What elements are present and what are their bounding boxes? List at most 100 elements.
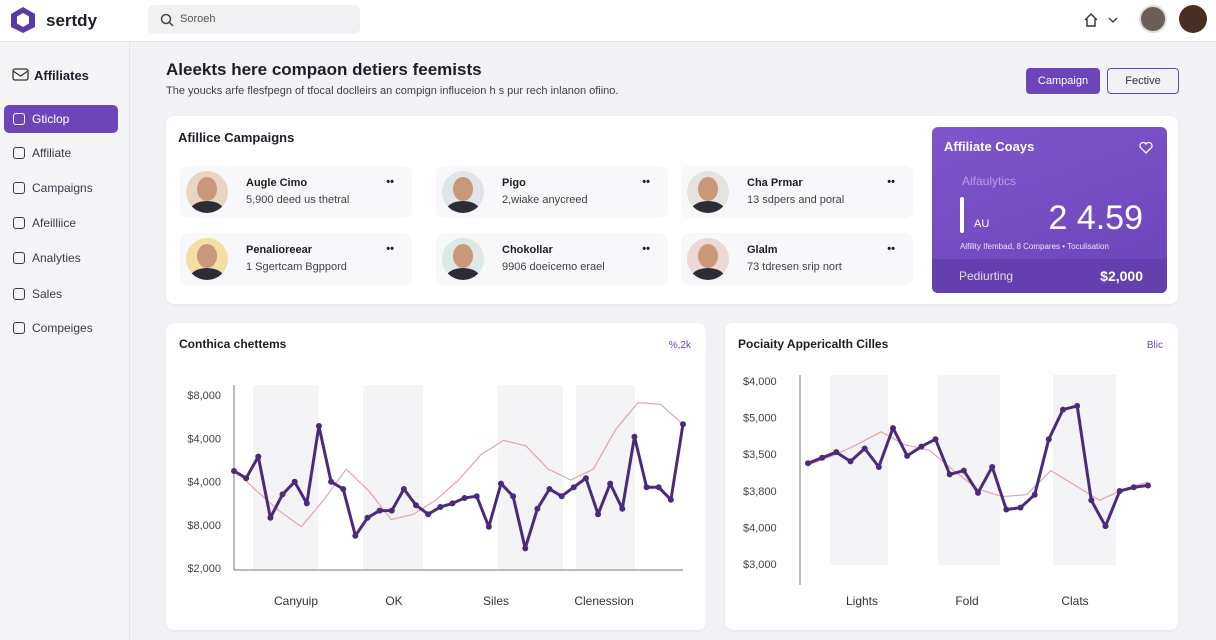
point — [819, 454, 826, 461]
campaign-description: 2,wiake anycreed — [502, 194, 588, 206]
menu-dots[interactable]: •• — [642, 243, 650, 255]
summary-card: Affiliate Coays Aifaulytics AU 2 4.59 Ai… — [932, 127, 1167, 293]
menu-dots[interactable]: •• — [642, 176, 650, 188]
avatar[interactable] — [1139, 5, 1167, 33]
point — [461, 495, 468, 501]
footer-value: $2,000 — [1100, 268, 1143, 284]
menu-dots[interactable]: •• — [386, 176, 394, 188]
x-label: Clenession — [574, 594, 633, 608]
campaign-item[interactable]: Augle Cimo 5,900 deed us thetral •• — [180, 166, 412, 218]
menu-dots[interactable]: •• — [386, 243, 394, 255]
avatar-face — [453, 244, 473, 268]
point — [975, 489, 981, 496]
point — [643, 484, 650, 491]
y-label: $4,000 — [187, 477, 221, 489]
campaign-item[interactable]: Cha Prmar 13 sdpers and poral •• — [681, 166, 913, 218]
search-box[interactable]: Soroeh — [148, 5, 360, 34]
campaign-name: Chokollar — [502, 244, 553, 256]
top-bar: sertdy Soroeh — [0, 0, 1216, 42]
nav-icon — [13, 147, 25, 159]
avatar-body — [691, 201, 725, 213]
avatar-body — [446, 268, 480, 280]
nav-item[interactable]: Campaigns — [4, 174, 118, 202]
y-label: $2,000 — [187, 563, 221, 575]
y-label: $4,000 — [743, 376, 777, 388]
point — [231, 468, 237, 474]
point — [1130, 484, 1137, 491]
x-label: Fold — [955, 594, 978, 608]
point — [449, 500, 456, 507]
chart-corner: Blic — [1147, 340, 1163, 351]
campaign-description: 13 sdpers and poral — [747, 194, 845, 206]
home-menu[interactable] — [1082, 10, 1122, 30]
nav-item[interactable]: Afeilliice — [4, 209, 118, 237]
icon — [12, 68, 29, 81]
x-label: Lights — [846, 594, 878, 608]
nav-item[interactable]: Affiliate — [4, 139, 118, 167]
menu-dots[interactable]: •• — [887, 176, 895, 188]
point — [655, 484, 662, 491]
avatar — [442, 171, 484, 213]
chart-title: Conthica chettems — [179, 337, 287, 351]
button[interactable]: Campaign — [1026, 68, 1100, 94]
chart-corner: %,2k — [669, 340, 692, 351]
point — [279, 491, 286, 498]
campaign-item[interactable]: Penalioreear 1 Sgertcam Bgppord •• — [180, 233, 412, 285]
point — [315, 423, 322, 429]
point — [425, 511, 432, 518]
point — [534, 505, 541, 512]
avatar[interactable] — [1179, 5, 1207, 33]
point — [473, 493, 480, 500]
x-label: Canyuip — [274, 594, 318, 608]
point — [255, 453, 262, 460]
point — [1088, 497, 1095, 504]
avatar — [186, 171, 228, 213]
campaign-item[interactable]: Chokollar 9906 doeicemo erael •• — [436, 233, 668, 285]
campaign-name: Penalioreear — [246, 244, 313, 256]
sidebar-heading: Affiliates — [34, 68, 89, 83]
chart-card: Conthica chettems %,2k $8,000 $4,000 $4,000 $… — [166, 323, 706, 630]
point — [1031, 491, 1038, 498]
logo-text: sertdy — [46, 11, 98, 30]
point — [805, 460, 811, 467]
y-label: $8,000 — [187, 520, 221, 532]
menu-dots[interactable]: •• — [887, 243, 895, 255]
campaign-item[interactable]: Pigo 2,wiake anycreed •• — [436, 166, 668, 218]
point — [558, 493, 565, 500]
avatar — [442, 238, 484, 280]
point — [932, 436, 939, 443]
point — [890, 425, 896, 432]
heart-icon[interactable] — [1139, 141, 1153, 154]
nav-item[interactable]: Compeiges — [4, 314, 118, 342]
point — [376, 507, 383, 514]
line — [233, 423, 685, 550]
y-label: $8,000 — [187, 390, 221, 402]
point — [1074, 402, 1081, 409]
point — [485, 523, 492, 530]
chart-card: Pociaity Appericalth Cilles Blic $4,000 $5,… — [725, 323, 1178, 630]
point — [1060, 406, 1066, 413]
nav-item[interactable]: Analyties — [4, 244, 118, 272]
point — [510, 493, 517, 500]
nav-item[interactable]: Gticlop — [4, 105, 118, 133]
nav-item[interactable]: Sales — [4, 280, 118, 308]
point — [352, 532, 359, 539]
campaign-item[interactable]: Glalm 73 tdresen srip nort •• — [681, 233, 913, 285]
point — [680, 421, 686, 428]
x-label: OK — [385, 594, 402, 608]
campaign-name: Pigo — [502, 177, 526, 189]
page-subtitle: The youcks arfe flesfpegn of tfocal docl… — [166, 85, 619, 97]
summary-tag: AU — [974, 218, 990, 230]
summary-value: 2 4.59 — [1048, 199, 1143, 237]
card-title: Afillice Campaigns — [178, 130, 295, 145]
band — [498, 385, 563, 570]
y-label: $3,500 — [743, 449, 777, 461]
avatar-body — [691, 268, 725, 280]
point — [667, 496, 674, 503]
point — [607, 480, 614, 487]
search-icon — [160, 13, 174, 27]
button[interactable]: Fective — [1107, 68, 1179, 94]
point — [291, 478, 298, 485]
nav-icon — [13, 217, 25, 229]
